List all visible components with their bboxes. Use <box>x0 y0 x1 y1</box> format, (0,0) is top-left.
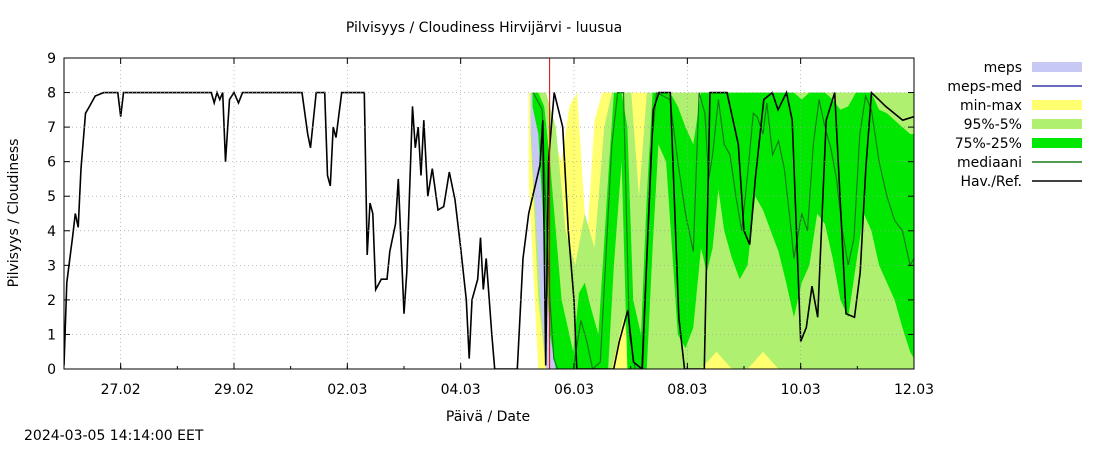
legend-label-median: mediaani <box>957 155 1022 171</box>
x-axis-ticks: 27.02 29.02 02.03 04.03 06.03 08.03 10.03 12.03 <box>63 58 934 398</box>
y-tick-label: 7 <box>47 120 56 136</box>
grid-lines <box>63 57 915 370</box>
y-tick-label: 6 <box>47 155 56 171</box>
legend-swatch-minmax <box>1032 100 1082 110</box>
legend-swatch-p75 <box>1032 138 1082 148</box>
legend-label-p75: 75%-25% <box>955 136 1022 152</box>
y-tick-label: 0 <box>47 362 56 378</box>
reference-line <box>64 90 914 369</box>
x-tick-label: 06.03 <box>554 382 594 398</box>
x-tick-label: 29.02 <box>214 382 254 398</box>
legend: meps meps-med min-max 95%-5% 75%-25% mediaani… <box>947 60 1082 190</box>
p75-p25-band <box>532 92 914 369</box>
y-tick-label: 8 <box>47 86 56 102</box>
y-axis-ticks: 0 1 2 3 4 5 6 7 8 9 <box>47 51 914 378</box>
x-tick-label: 02.03 <box>327 382 367 398</box>
legend-swatch-meps <box>1032 62 1082 72</box>
footer-timestamp: 2024-03-05 14:14:00 EET <box>24 428 204 444</box>
x-axis-label: Päivä / Date <box>446 409 530 425</box>
x-tick-label: 27.02 <box>101 382 141 398</box>
y-axis-label: Pilvisyys / Cloudiness <box>6 139 22 288</box>
x-tick-label: 08.03 <box>667 382 707 398</box>
plot-area <box>64 58 914 369</box>
legend-label-meps_med: meps-med <box>947 79 1022 95</box>
y-tick-label: 2 <box>47 293 56 309</box>
x-tick-label: 12.03 <box>894 382 934 398</box>
legend-swatch-p95 <box>1032 119 1082 129</box>
y-tick-label: 1 <box>47 327 56 343</box>
y-tick-label: 5 <box>47 189 56 205</box>
legend-label-p95: 95%-5% <box>964 117 1022 133</box>
plot-border <box>63 57 915 370</box>
y-tick-label: 3 <box>47 258 56 274</box>
legend-label-meps: meps <box>984 60 1022 76</box>
legend-label-minmax: min-max <box>960 98 1022 114</box>
y-tick-label: 4 <box>47 224 56 240</box>
chart-title: Pilvisyys / Cloudiness Hirvijärvi - luus… <box>346 20 622 36</box>
x-tick-label: 10.03 <box>781 382 821 398</box>
x-tick-label: 04.03 <box>441 382 481 398</box>
y-tick-label: 9 <box>47 51 56 67</box>
legend-label-ref: Hav./Ref. <box>960 174 1022 190</box>
